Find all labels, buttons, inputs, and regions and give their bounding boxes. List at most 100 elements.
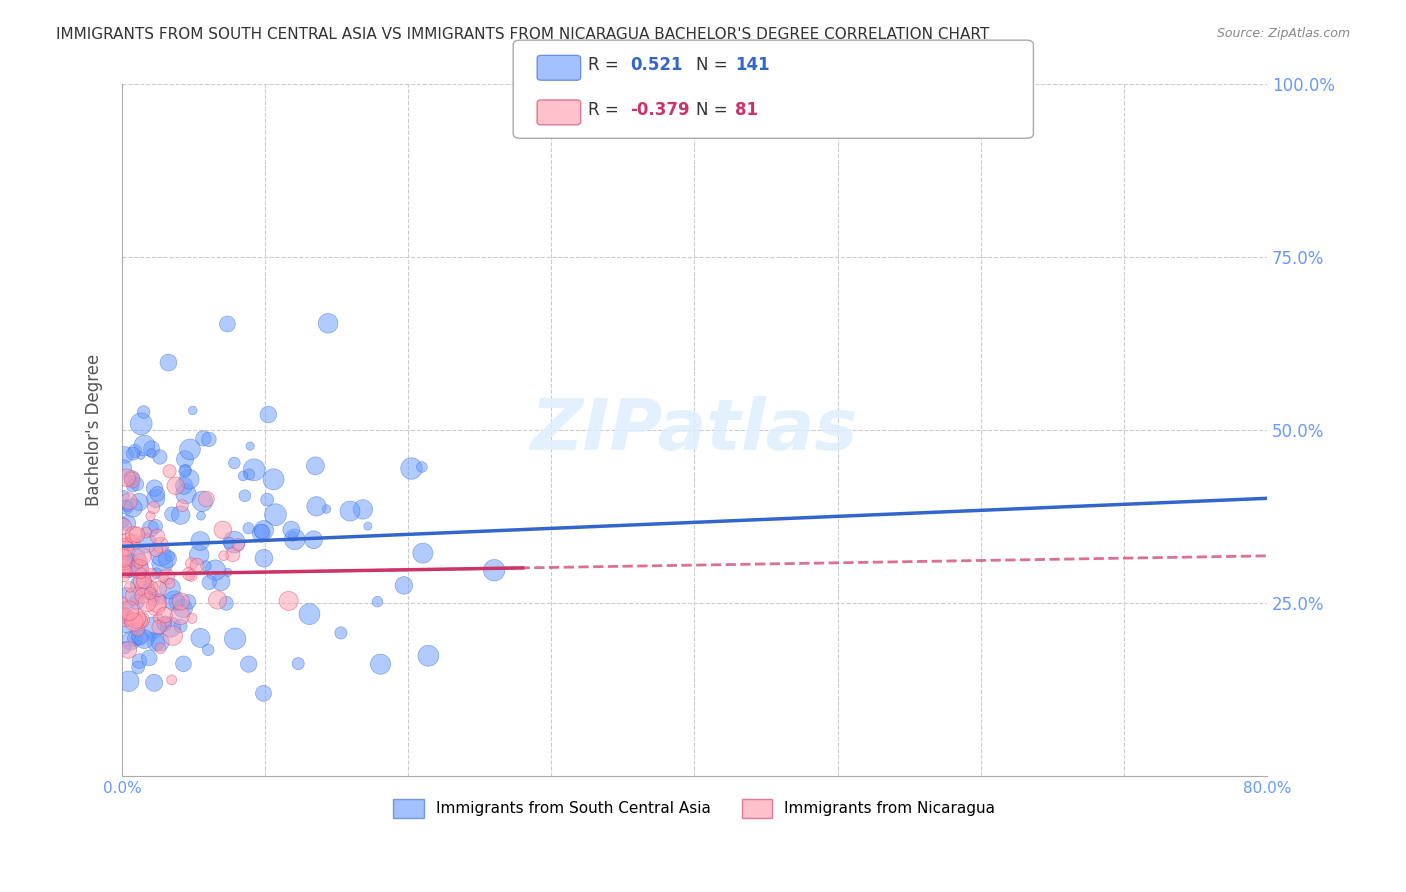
Point [180, 557, 202, 571]
Point [114, 564, 136, 578]
Point [190, 631, 212, 645]
Point [121, 473, 143, 487]
Point [115, 591, 138, 606]
Point [118, 674, 141, 689]
Point [136, 584, 159, 599]
Point [243, 463, 266, 477]
Point [157, 355, 180, 369]
Point [142, 580, 165, 594]
Point [149, 635, 172, 649]
Point [112, 489, 135, 503]
Point [194, 558, 217, 573]
Point [112, 564, 135, 578]
Point [141, 442, 163, 456]
Point [156, 552, 179, 566]
Point [253, 551, 276, 566]
Point [131, 589, 153, 603]
Point [418, 648, 440, 663]
Point [146, 487, 169, 501]
Point [305, 500, 328, 514]
Point [224, 535, 246, 549]
Text: -0.379: -0.379 [630, 101, 689, 119]
Point [165, 479, 187, 493]
Point [252, 686, 274, 700]
Point [191, 494, 214, 508]
Point [128, 654, 150, 668]
Point [212, 549, 235, 563]
Point [118, 494, 141, 508]
Y-axis label: Bachelor's Degree: Bachelor's Degree [86, 354, 103, 507]
Point [239, 439, 262, 453]
Point [195, 491, 218, 506]
Point [181, 611, 204, 625]
Point [114, 610, 136, 624]
Point [366, 595, 388, 609]
Point [277, 594, 299, 608]
Point [163, 594, 186, 608]
Point [118, 615, 141, 629]
Point [141, 446, 163, 460]
Point [170, 508, 193, 522]
Point [174, 463, 197, 477]
Point [112, 609, 135, 624]
Point [250, 526, 273, 541]
Point [131, 549, 153, 564]
Point [198, 433, 221, 447]
Point [181, 403, 204, 417]
Point [125, 595, 148, 609]
Point [122, 527, 145, 541]
Point [122, 589, 145, 603]
Point [112, 519, 135, 533]
Point [129, 566, 152, 581]
Point [139, 522, 162, 536]
Point [159, 582, 181, 596]
Point [352, 502, 374, 516]
Point [112, 545, 135, 559]
Point [112, 461, 135, 475]
Point [139, 509, 162, 524]
Text: N =: N = [696, 56, 727, 74]
Point [159, 620, 181, 634]
Point [118, 563, 141, 577]
Point [149, 592, 172, 607]
Point [143, 675, 166, 690]
Point [139, 567, 162, 582]
Text: R =: R = [588, 101, 619, 119]
Point [143, 591, 166, 605]
Point [115, 471, 138, 485]
Point [209, 574, 232, 589]
Point [131, 613, 153, 627]
Point [128, 631, 150, 645]
Point [193, 431, 215, 445]
Point [138, 651, 160, 665]
Point [172, 601, 194, 615]
Text: ZIPatlas: ZIPatlas [531, 396, 858, 465]
Point [117, 516, 139, 531]
Point [257, 408, 280, 422]
Point [173, 479, 195, 493]
Point [174, 487, 197, 501]
Point [232, 469, 254, 483]
Point [115, 500, 138, 514]
Point [173, 464, 195, 478]
Point [155, 614, 177, 628]
Point [134, 439, 156, 453]
Point [125, 550, 148, 565]
Point [174, 452, 197, 467]
Point [122, 615, 145, 629]
Point [188, 548, 211, 562]
Point [215, 596, 238, 610]
Point [114, 640, 136, 655]
Point [118, 560, 141, 574]
Point [145, 519, 167, 533]
Point [121, 535, 143, 549]
Point [129, 417, 152, 431]
Point [160, 673, 183, 687]
Point [129, 449, 152, 463]
Point [115, 541, 138, 556]
Point [149, 641, 172, 656]
Point [256, 492, 278, 507]
Point [401, 461, 423, 475]
Point [281, 529, 304, 543]
Point [129, 553, 152, 567]
